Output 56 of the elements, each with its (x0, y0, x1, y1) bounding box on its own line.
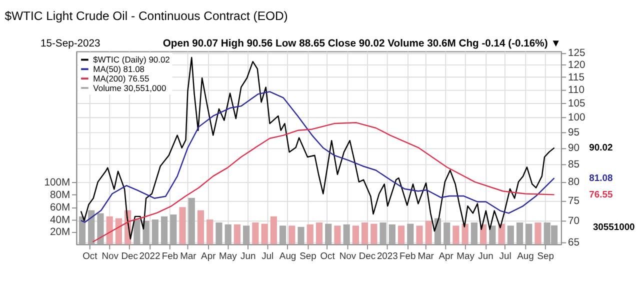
y-tick-label: 125 (568, 48, 586, 60)
x-tick-label: May (219, 250, 238, 261)
x-tick-label: Apr (201, 250, 216, 261)
x-tick-label: Feb (162, 250, 178, 261)
y-tick-label: 65 (568, 237, 580, 248)
line-series (92, 122, 555, 243)
y-tick-label: 120 (568, 60, 586, 71)
y2-tick-label: 40M (50, 214, 70, 226)
y2-tick-label: 20M (50, 227, 70, 238)
y2-tick-label: 80M (50, 190, 70, 202)
x-tick-label: Sep (537, 250, 554, 261)
x-tick-label: 2022 (139, 250, 160, 261)
y-tick-label: 70 (568, 216, 580, 227)
text: 30551000 (592, 221, 635, 232)
y-tick-label: 110 (568, 85, 585, 96)
legend-label: MA(200) 76.55 (93, 73, 150, 84)
x-tick-label: Feb (399, 250, 416, 261)
text: Open 90.07 High 90.56 Low 88.65 Close 90.02 Volume 30.6M Chg -0.14 (-0.16%) ▼ (162, 38, 561, 50)
x-tick-label: Aug (517, 250, 534, 261)
y-tick-label: 80 (568, 177, 580, 188)
x-tick-label: 2023 (376, 250, 398, 261)
y-tick-label: 95 (568, 128, 580, 139)
x-tick-label: Jul (262, 250, 274, 261)
y-tick-label: 90 (568, 143, 580, 154)
y-tick-label: 115 (568, 72, 585, 84)
y-tick-label: 105 (568, 98, 586, 110)
x-tick-label: Mar (418, 250, 434, 261)
text: 81.08 (589, 172, 613, 183)
y-tick-label: 100 (568, 112, 586, 124)
x-tick-label: Jul (499, 250, 512, 261)
x-tick-label: Dec (121, 250, 138, 261)
x-tick-label: Oct (82, 250, 98, 261)
x-tick-label: Aug (279, 250, 296, 261)
chart-subtitle: 15-Sep-2023 (40, 38, 101, 50)
y-tick-label: 85 (568, 160, 580, 171)
line-series (80, 91, 555, 223)
x-tick-label: Dec (358, 250, 376, 261)
text: 76.55 (589, 188, 613, 200)
y2-tick-label: 60M (50, 202, 70, 214)
x-tick-label: Oct (320, 250, 336, 261)
y-tick-label: 75 (568, 196, 580, 207)
x-tick-label: Apr (438, 250, 454, 261)
x-tick-label: Nov (339, 250, 356, 261)
x-tick-label: Nov (102, 250, 119, 261)
text: 90.02 (589, 142, 613, 153)
line-series (80, 56, 555, 240)
chart-title: $WTIC Light Crude Oil - Continuous Contract (EOD) (4, 9, 288, 24)
x-tick-label: May (456, 250, 475, 261)
x-tick-label: Mar (180, 250, 196, 261)
legend-label: Volume 30,551,000 (93, 82, 166, 93)
x-tick-label: Jun (478, 250, 494, 261)
x-tick-label: Sep (300, 250, 316, 261)
legend-label: $WTIC (Daily) 90.02 (93, 54, 170, 65)
legend-label: MA(50) 81.08 (93, 64, 145, 74)
y2-tick-label: 100M (44, 178, 70, 189)
x-tick-label: Jun (240, 250, 256, 261)
